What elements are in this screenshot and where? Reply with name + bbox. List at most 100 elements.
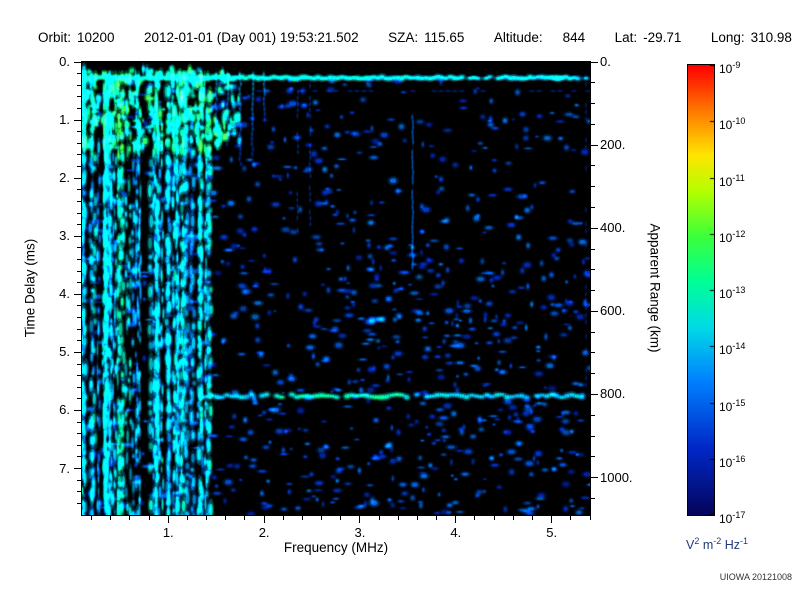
observation-header: Orbit: 10200 2012-01-01 (Day 001) 19:53:… — [38, 30, 792, 45]
datetime-field: 2012-01-01 (Day 001) 19:53:21.502 — [144, 30, 359, 45]
y-tick-label: 0. — [59, 54, 70, 69]
y-minor-tick — [77, 189, 81, 191]
x-axis-title: Frequency (MHz) — [283, 540, 389, 555]
y2-minor-tick — [591, 373, 595, 375]
x-tick-label: 5. — [546, 525, 558, 540]
unit-part: -2 — [713, 536, 722, 546]
y2-minor-tick — [591, 331, 595, 333]
x-minor-tick — [206, 516, 208, 520]
orbit-value: 10200 — [77, 30, 115, 45]
sza-label: SZA: — [388, 30, 419, 45]
x-minor-tick — [110, 516, 112, 520]
y2-major-tick — [591, 393, 598, 395]
y-minor-tick — [77, 375, 81, 377]
y2-minor-tick — [591, 103, 595, 105]
colorbar-tick-label: 10-12 — [719, 228, 746, 245]
y2-major-tick — [591, 310, 598, 312]
colorbar-canvas — [688, 65, 714, 515]
y2-minor-tick — [591, 165, 595, 167]
altitude-value: 844 — [562, 30, 586, 45]
y-tick-label: 5. — [59, 344, 70, 360]
y-major-tick — [74, 293, 81, 295]
unit-part: m — [699, 538, 714, 553]
x-major-tick — [167, 516, 169, 523]
altitude-label: Altitude: — [493, 30, 543, 45]
colorbar-frame — [687, 64, 715, 516]
y2-tick-label: 800. — [600, 386, 626, 402]
y-major-tick — [74, 409, 81, 411]
sza-value: 115.65 — [424, 30, 465, 45]
y-major-tick — [74, 177, 81, 179]
y2-tick-label: 200. — [600, 137, 626, 153]
y-minor-tick — [77, 166, 81, 168]
y-minor-tick — [77, 73, 81, 75]
unit-part: -1 — [740, 536, 749, 546]
x-minor-tick — [148, 516, 150, 520]
y2-minor-tick — [591, 352, 595, 354]
sza-field: SZA: 115.65 — [388, 30, 464, 45]
y-minor-tick — [77, 456, 81, 458]
x-minor-tick — [282, 516, 284, 520]
y-minor-tick — [77, 433, 81, 435]
y-minor-tick — [77, 305, 81, 307]
y-minor-tick — [77, 270, 81, 272]
x-tick-label: 1. — [162, 525, 174, 540]
x-minor-tick — [436, 516, 438, 520]
unit-part: Hz — [721, 538, 741, 553]
y-major-tick — [74, 235, 81, 237]
y2-major-tick — [591, 477, 598, 479]
y-minor-tick — [77, 142, 81, 144]
x-major-tick — [455, 516, 457, 523]
y-tick-label: 3. — [59, 228, 70, 244]
x-minor-tick — [378, 516, 380, 520]
long-value: 310.98 — [750, 30, 792, 45]
y-minor-tick — [77, 154, 81, 156]
long-label: Long: — [710, 30, 745, 45]
y-minor-tick — [77, 96, 81, 98]
x-minor-tick — [225, 516, 227, 520]
lat-label: Lat: — [614, 30, 638, 45]
spectrogram-canvas — [82, 62, 590, 515]
x-minor-tick — [244, 516, 246, 520]
plot-frame — [81, 61, 591, 516]
colorbar-tick-label: 10-9 — [719, 60, 741, 76]
y2-minor-tick — [591, 248, 595, 250]
x-minor-tick — [512, 516, 514, 520]
y-minor-tick — [77, 386, 81, 388]
y-minor-tick — [77, 340, 81, 342]
y2-minor-tick — [591, 269, 595, 271]
x-tick-label: 3. — [354, 525, 366, 540]
y-tick-label: 7. — [59, 460, 70, 476]
y-minor-tick — [77, 317, 81, 319]
y-minor-tick — [77, 212, 81, 214]
y-minor-tick — [77, 282, 81, 284]
y-minor-tick — [77, 328, 81, 330]
y2-minor-tick — [591, 206, 595, 208]
y-tick-label: 4. — [59, 286, 70, 302]
colorbar-tick-label: 10-11 — [719, 172, 745, 189]
x-minor-tick — [186, 516, 188, 520]
x-minor-tick — [340, 516, 342, 520]
x-major-tick — [263, 516, 265, 523]
y-minor-tick — [77, 247, 81, 249]
y2-tick-label: 400. — [600, 220, 626, 236]
x-minor-tick — [474, 516, 476, 520]
colorbar-unit-label: V2 m-2 Hz-1 — [686, 536, 748, 552]
orbit-label: Orbit: — [38, 30, 72, 45]
orbit-field: Orbit: 10200 — [38, 30, 115, 45]
y-minor-tick — [77, 258, 81, 260]
y-minor-tick — [77, 200, 81, 202]
y-minor-tick — [77, 84, 81, 86]
y2-minor-tick — [591, 186, 595, 188]
x-minor-tick — [129, 516, 131, 520]
datetime-value: 2012-01-01 (Day 001) 19:53:21.502 — [144, 30, 359, 45]
colorbar-tick-label: 10-15 — [719, 397, 746, 414]
y-tick-label: 6. — [59, 402, 70, 418]
y-tick-label: 1. — [59, 112, 70, 128]
y-axis-title-left: Time Delay (ms) — [22, 238, 38, 338]
colorbar-tick-label: 10-13 — [719, 285, 746, 301]
x-minor-tick — [416, 516, 418, 520]
y-minor-tick — [77, 224, 81, 226]
lat-field: Lat: -29.71 — [615, 30, 682, 45]
y2-minor-tick — [591, 290, 595, 292]
